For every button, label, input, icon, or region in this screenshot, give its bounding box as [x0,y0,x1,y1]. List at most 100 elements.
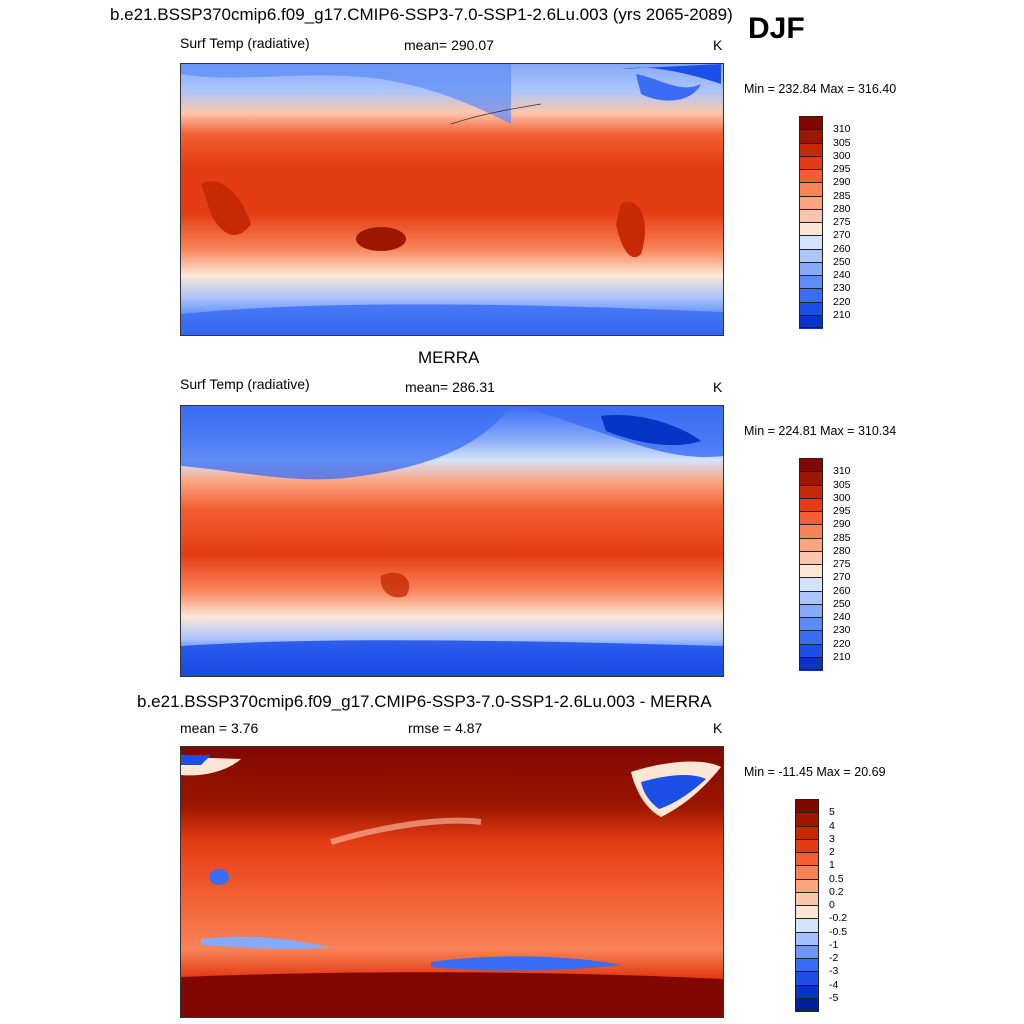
panel-1-colorbar-tick-label: 230 [833,282,851,295]
panel-3-colorbar-tick-label: -2 [829,952,839,964]
panel-3-minmax: Min = -11.45 Max = 20.69 [744,765,886,779]
panel-3-colorbar-swatch [795,812,819,826]
panel-2-colorbar-tick-label: 210 [833,650,851,663]
panel-1-colorbar-tick-label: 275 [833,216,851,228]
panel-3-colorbar-frame [795,799,819,1011]
panel-1-units: K [713,37,723,53]
panel-2-colorbar-tick-label: 240 [833,611,851,623]
panel-2-colorbar-tick-label: 285 [833,531,851,544]
panel-2-mean-label: mean= 286.31 [405,379,495,395]
panel-2-colorbar-swatch [799,603,823,618]
panel-3-units: K [713,720,723,736]
panel-1-colorbar-tick-label: 295 [833,163,851,175]
panel-1-colorbar-tick-label: 290 [833,176,851,189]
panel-2-colorbar-swatch [799,590,823,605]
panel-1-colorbar-tick-label: 260 [833,242,851,255]
panel-2-map [180,405,724,677]
panel-1-colorbar-tick-label: 305 [833,136,851,149]
panel-3-colorbar-swatch [795,997,819,1012]
panel-1-colorbar-swatch [799,288,823,302]
panel-1-colorbar-tick-label: 210 [833,308,851,321]
panel-2-colorbar-swatch [799,577,823,591]
panel-1-colorbar-tick-label: 300 [833,149,851,162]
panel-1-colorbar-tick-label: 270 [833,229,851,242]
panel-2-colorbar-tick-label: 305 [833,478,851,491]
panel-3-colorbar-swatch [795,852,819,866]
panel-3-colorbar-swatch [795,984,819,999]
panel-3-colorbar-swatch [795,944,819,959]
panel-3-colorbar-tick-label: 5 [829,806,835,819]
panel-2-colorbar-tick-label: 280 [833,544,851,557]
panel-3-colorbar-swatch [795,825,819,840]
panel-1-colorbar-swatch [799,142,823,157]
panel-2-title: MERRA [418,348,480,367]
panel-2-colorbar-swatch [799,471,823,485]
panel-3-colorbar-tick-label: 4 [829,819,835,832]
panel-2-colorbar-tick-label: 295 [833,505,851,517]
panel-2-colorbar-tick-label: 260 [833,584,851,597]
panel-3-colorbar-tick-label: 0.2 [829,885,844,898]
panel-2-colorbar-tick-label: 275 [833,558,851,570]
panel-3-colorbar-tick-label: -0.5 [829,925,848,938]
panel-1-colorbar-tick-label: 250 [833,255,851,268]
panel-1-colorbar-swatch [799,301,823,316]
panel-3-colorbar-tick-label: -4 [829,978,839,991]
panel-3-colorbar-swatch [795,958,819,972]
panel-2-colorbar-tick-label: 220 [833,637,851,650]
panel-3-colorbar-tick-label: -5 [829,991,839,1004]
panel-2-colorbar-swatch [799,564,823,578]
panel-1-minmax: Min = 232.84 Max = 316.40 [744,82,897,96]
panel-2-colorbar-swatch [799,656,823,671]
panel-3-colorbar-swatch [795,865,819,879]
panel-1-colorbar-swatch [799,208,823,223]
panel-1-colorbar-tick-label: 220 [833,295,851,308]
panel-1-colorbar-swatch [799,314,823,329]
panel-1-colorbar-swatch [799,195,823,210]
panel-2-colorbar-swatch [799,537,823,552]
panel-1-colorbar-swatch [799,235,823,249]
panel-1-colorbar-swatch [799,129,823,143]
panel-2-variable-label: Surf Temp (radiative) [180,376,310,392]
panel-2-colorbar-swatch [799,511,823,525]
panel-3-colorbar-swatch [795,878,819,893]
panel-1-variable-label: Surf Temp (radiative) [180,35,310,51]
panel-2-minmax: Min = 224.81 Max = 310.34 [744,424,897,438]
panel-3-colorbar-tick-label: -0.2 [829,912,848,925]
panel-1-colorbar-tick-label: 310 [833,123,851,136]
panel-2-colorbar-tick-label: 270 [833,571,851,584]
panel-3-colorbar-swatch [795,931,819,946]
panel-3-title: b.e21.BSSP370cmip6.f09_g17.CMIP6-SSP3-7.… [137,692,712,711]
panel-1-colorbar-swatch [799,248,823,263]
panel-2-colorbar-tick-label: 230 [833,624,851,637]
panel-3-rmse-label: rmse = 4.87 [408,720,483,736]
panel-1-colorbar-swatch [799,155,823,170]
panel-1-colorbar-tick-label: 240 [833,269,851,281]
panel-1-map [180,63,724,336]
panel-2-colorbar-frame [799,458,823,670]
panel-2-colorbar-swatch [799,497,823,512]
panel-1-colorbar-tick-label: 285 [833,189,851,202]
panel-1-mean-label: mean= 290.07 [404,37,494,53]
panel-3-colorbar-swatch [795,838,819,853]
panel-2-map-field [181,406,723,676]
panel-1-colorbar-swatch [799,169,823,183]
panel-3-colorbar-tick-label: 3 [829,832,835,845]
panel-2-colorbar-swatch [799,617,823,631]
panel-3-colorbar-swatch [795,905,819,919]
panel-1-colorbar-tick-label: 280 [833,202,851,215]
panel-2-colorbar-tick-label: 300 [833,491,851,504]
panel-1-colorbar-frame [799,116,823,328]
panel-3-colorbar-tick-label: 2 [829,846,835,858]
panel-3-colorbar-tick-label: 1 [829,859,835,872]
panel-2-colorbar-tick-label: 310 [833,465,851,478]
panel-2-colorbar-swatch [799,524,823,538]
panel-1-colorbar-swatch [799,275,823,289]
panel-1-colorbar-swatch [799,182,823,196]
panel-2-colorbar-tick-label: 250 [833,597,851,610]
panel-3-colorbar-tick-label: -1 [829,938,839,951]
panel-3-colorbar-tick-label: 0.5 [829,872,844,885]
panel-2-colorbar-swatch [799,630,823,644]
panel-3-map-field [181,747,723,1017]
panel-2-colorbar-swatch [799,643,823,658]
panel-1-map-field [181,64,723,335]
